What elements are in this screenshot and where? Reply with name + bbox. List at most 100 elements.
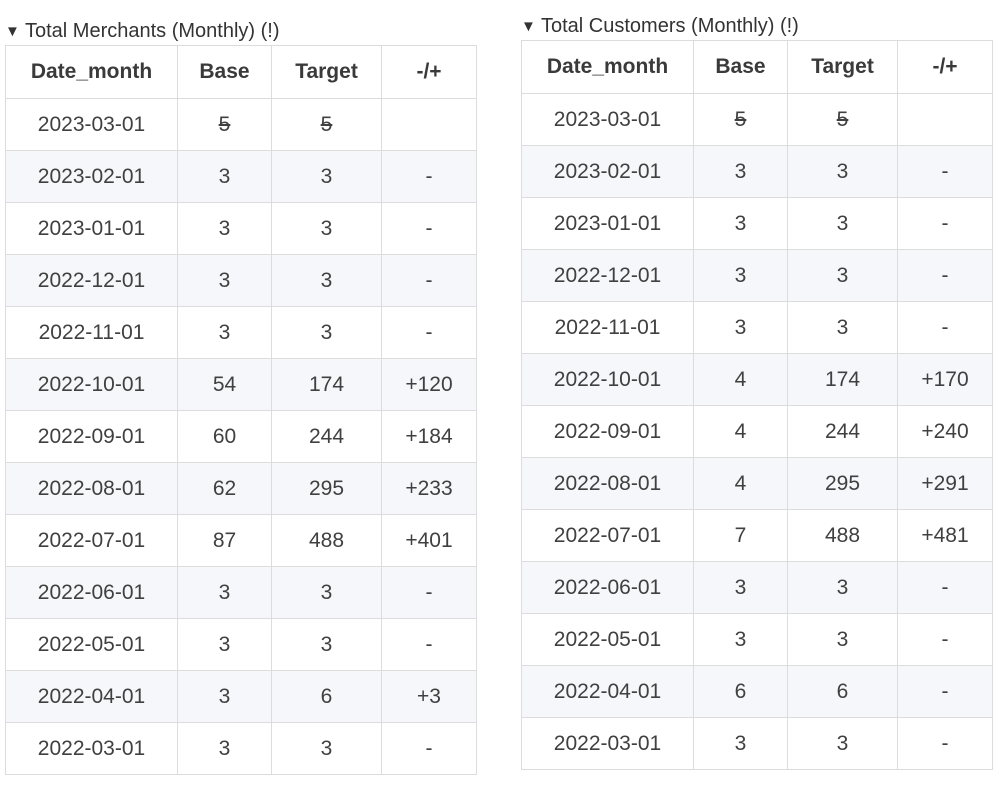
cell-date: 2022-05-01 xyxy=(5,618,178,671)
cell-base: 4 xyxy=(693,457,788,510)
cell-base: 3 xyxy=(177,150,272,203)
cell-diff: - xyxy=(897,613,993,666)
cell-target: 3 xyxy=(271,722,382,775)
table-row: 2022-05-01 3 3- xyxy=(521,613,993,666)
cell-target: 295 xyxy=(271,462,382,515)
cell-diff: +170 xyxy=(897,353,993,406)
merchants-panel: ▼ Total Merchants (Monthly) (!) Date_mon… xyxy=(5,17,477,775)
cell-diff: - xyxy=(897,301,993,354)
column-header-date: Date_month xyxy=(521,40,694,94)
table-row: 2022-05-01 3 3- xyxy=(5,618,477,671)
cell-diff: - xyxy=(381,618,477,671)
merchants-title: Total Merchants (Monthly) (!) xyxy=(25,19,280,42)
cell-base: 5 xyxy=(693,93,788,146)
table-row: 2023-01-01 3 3- xyxy=(5,202,477,255)
cell-base: 87 xyxy=(177,514,272,567)
column-header-date: Date_month xyxy=(5,45,178,99)
cell-target: 174 xyxy=(787,353,898,406)
cell-target: 244 xyxy=(271,410,382,463)
table-row: 2023-03-01 5 5 xyxy=(521,93,993,146)
cell-date: 2022-11-01 xyxy=(521,301,694,354)
cell-diff: - xyxy=(897,145,993,198)
cell-date: 2022-03-01 xyxy=(5,722,178,775)
cell-date: 2022-08-01 xyxy=(521,457,694,510)
table-row: 2022-04-01 6 6- xyxy=(521,665,993,718)
cell-base: 5 xyxy=(177,98,272,151)
cell-date: 2023-02-01 xyxy=(5,150,178,203)
table-row: 2022-06-01 3 3- xyxy=(521,561,993,614)
cell-target: 6 xyxy=(271,670,382,723)
cell-diff: - xyxy=(381,566,477,619)
table-header-row: Date_month Base Target -/+ xyxy=(5,45,477,99)
cell-date: 2022-11-01 xyxy=(5,306,178,359)
table-row: 2022-10-01 54 174 +120 xyxy=(5,358,477,411)
cell-diff xyxy=(897,93,993,146)
cell-diff: +481 xyxy=(897,509,993,562)
cell-date: 2022-03-01 xyxy=(521,717,694,770)
cell-date: 2023-01-01 xyxy=(521,197,694,250)
cell-date: 2022-09-01 xyxy=(521,405,694,458)
cell-target: 3 xyxy=(787,561,898,614)
cell-date: 2022-12-01 xyxy=(5,254,178,307)
cell-base: 3 xyxy=(177,306,272,359)
table-row: 2022-04-01 3 6 +3 xyxy=(5,670,477,723)
cell-diff: - xyxy=(381,722,477,775)
cell-base: 3 xyxy=(177,254,272,307)
cell-target: 295 xyxy=(787,457,898,510)
cell-date: 2022-12-01 xyxy=(521,249,694,302)
cell-date: 2022-06-01 xyxy=(5,566,178,619)
column-header-base: Base xyxy=(177,45,272,99)
customers-summary-toggle[interactable]: ▼ Total Customers (Monthly) (!) xyxy=(521,12,993,40)
table-row: 2022-11-01 3 3- xyxy=(5,306,477,359)
table-row: 2022-08-01 4 295 +291 xyxy=(521,457,993,510)
cell-target: 244 xyxy=(787,405,898,458)
cell-target: 3 xyxy=(787,717,898,770)
cell-base: 6 xyxy=(693,665,788,718)
cell-target: 3 xyxy=(787,197,898,250)
cell-date: 2023-01-01 xyxy=(5,202,178,255)
cell-target: 488 xyxy=(271,514,382,567)
table-row: 2022-09-01 60 244 +184 xyxy=(5,410,477,463)
table-row: 2022-11-01 3 3- xyxy=(521,301,993,354)
column-header-base: Base xyxy=(693,40,788,94)
cell-target: 3 xyxy=(271,150,382,203)
cell-base: 3 xyxy=(693,561,788,614)
merchants-summary-toggle[interactable]: ▼ Total Merchants (Monthly) (!) xyxy=(5,17,477,45)
table-row: 2022-09-01 4 244 +240 xyxy=(521,405,993,458)
cell-diff: - xyxy=(897,717,993,770)
cell-diff: - xyxy=(897,249,993,302)
table-row: 2023-01-01 3 3- xyxy=(521,197,993,250)
cell-target: 3 xyxy=(271,202,382,255)
table-row: 2022-07-01 7 488 +481 xyxy=(521,509,993,562)
table-row: 2022-07-01 87 488 +401 xyxy=(5,514,477,567)
cell-diff: - xyxy=(381,202,477,255)
cell-target: 488 xyxy=(787,509,898,562)
cell-base: 3 xyxy=(693,145,788,198)
cell-diff: +291 xyxy=(897,457,993,510)
cell-base: 3 xyxy=(693,301,788,354)
table-row: 2023-02-01 3 3- xyxy=(521,145,993,198)
customers-panel: ▼ Total Customers (Monthly) (!) Date_mon… xyxy=(521,12,993,770)
cell-date: 2022-10-01 xyxy=(5,358,178,411)
cell-date: 2022-06-01 xyxy=(521,561,694,614)
cell-date: 2022-04-01 xyxy=(521,665,694,718)
cell-base: 3 xyxy=(177,722,272,775)
merchants-table: Date_month Base Target -/+ 2023-03-01 5 5 2… xyxy=(5,45,477,775)
table-row: 2022-03-01 3 3- xyxy=(5,722,477,775)
cell-base: 4 xyxy=(693,353,788,406)
cell-date: 2022-09-01 xyxy=(5,410,178,463)
cell-target: 3 xyxy=(787,145,898,198)
cell-date: 2023-03-01 xyxy=(521,93,694,146)
table-row: 2022-12-01 3 3- xyxy=(521,249,993,302)
cell-diff: - xyxy=(381,254,477,307)
cell-base: 60 xyxy=(177,410,272,463)
cell-target: 3 xyxy=(787,301,898,354)
column-header-diff: -/+ xyxy=(897,40,993,94)
cell-base: 4 xyxy=(693,405,788,458)
caret-down-icon: ▼ xyxy=(521,17,536,35)
cell-diff: +401 xyxy=(381,514,477,567)
cell-diff: - xyxy=(897,561,993,614)
cell-diff: +184 xyxy=(381,410,477,463)
cell-base: 3 xyxy=(693,249,788,302)
cell-date: 2022-08-01 xyxy=(5,462,178,515)
